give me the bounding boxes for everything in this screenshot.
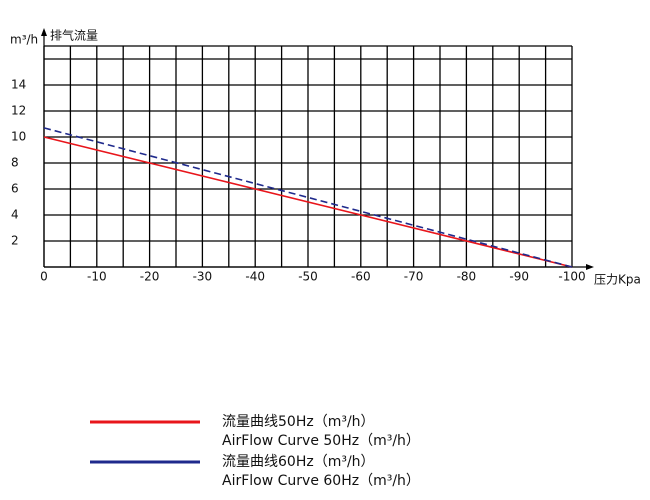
x-label: 压力Kpa <box>594 273 641 287</box>
y-tick-label: 8 <box>11 156 19 170</box>
x-tick-label: -50 <box>298 270 318 284</box>
legend-label: 流量曲线60Hz（m³/h） <box>222 454 375 470</box>
x-tick-label: -40 <box>245 270 265 284</box>
x-tick-label: -30 <box>193 270 213 284</box>
y-tick-label: 4 <box>11 208 19 222</box>
x-arrow <box>586 264 594 270</box>
legend-label-en: AirFlow Curve 60Hz（m³/h） <box>222 473 420 489</box>
y-label: 排气流量 <box>50 28 98 43</box>
y-unit: m³/h <box>10 33 38 47</box>
y-tick-label: 14 <box>11 78 26 92</box>
y-tick-label: 6 <box>11 182 19 196</box>
y-tick-label: 2 <box>11 234 19 248</box>
legend-label-en: AirFlow Curve 50Hz（m³/h） <box>222 433 420 449</box>
x-tick-label: -70 <box>404 270 424 284</box>
x-tick-label: -90 <box>509 270 529 284</box>
x-tick-label: 0 <box>40 270 48 284</box>
x-tick-label: -100 <box>558 270 585 284</box>
series-line <box>43 127 573 268</box>
y-arrow <box>41 28 47 36</box>
x-tick-label: -20 <box>140 270 160 284</box>
y-tick-label: 10 <box>11 130 26 144</box>
x-tick-label: -60 <box>351 270 371 284</box>
legend-label: 流量曲线50Hz（m³/h） <box>222 414 375 430</box>
x-tick-label: -10 <box>87 270 107 284</box>
series-line <box>43 136 573 268</box>
x-tick-label: -80 <box>457 270 477 284</box>
y-tick-label: 12 <box>11 104 26 118</box>
